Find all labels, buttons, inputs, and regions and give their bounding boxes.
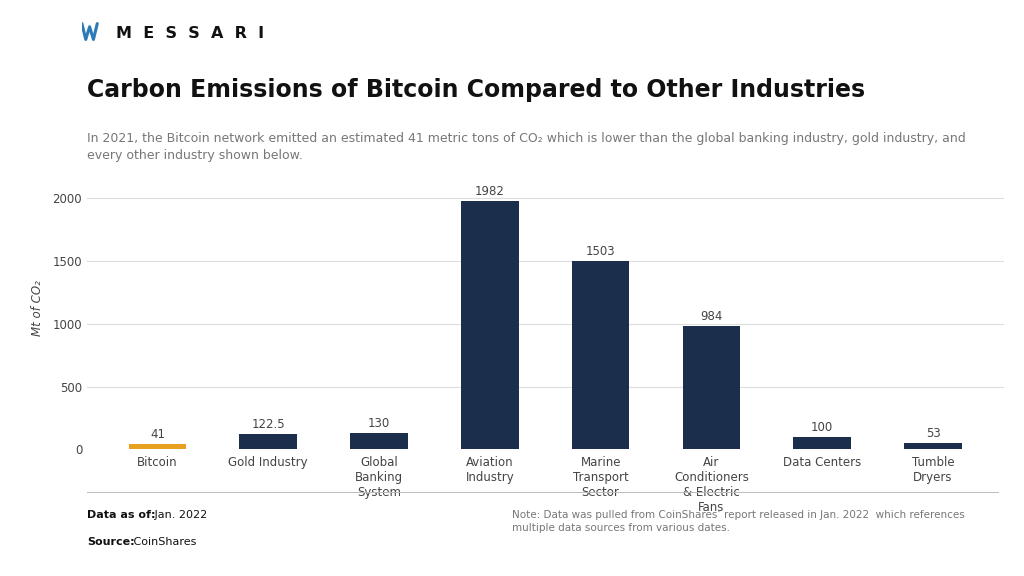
Text: 122.5: 122.5 <box>252 418 285 431</box>
Text: CoinShares: CoinShares <box>130 537 197 547</box>
Text: Jan. 2022: Jan. 2022 <box>151 510 207 520</box>
Text: M  E  S  S  A  R  I: M E S S A R I <box>116 26 264 41</box>
Bar <box>571 261 630 449</box>
Text: 1982: 1982 <box>475 185 505 198</box>
Text: 984: 984 <box>700 310 723 323</box>
Text: Carbon Emissions of Bitcoin Compared to Other Industries: Carbon Emissions of Bitcoin Compared to … <box>87 78 865 102</box>
Text: 100: 100 <box>811 421 834 434</box>
Text: Source:: Source: <box>87 537 135 547</box>
Bar <box>904 442 962 449</box>
Bar <box>461 200 519 449</box>
Text: 130: 130 <box>368 417 390 430</box>
Text: In 2021, the Bitcoin network emitted an estimated 41 metric tons of CO₂ which is: In 2021, the Bitcoin network emitted an … <box>87 132 966 162</box>
Bar <box>794 437 851 449</box>
Bar <box>350 433 408 449</box>
Text: 53: 53 <box>926 427 940 440</box>
Bar <box>683 326 740 449</box>
Text: Data as of:: Data as of: <box>87 510 156 520</box>
Text: 41: 41 <box>150 429 165 441</box>
Y-axis label: Mt of CO₂: Mt of CO₂ <box>31 280 44 336</box>
Bar <box>129 444 186 449</box>
Bar <box>240 434 297 449</box>
Text: 1503: 1503 <box>586 245 615 258</box>
Text: Note: Data was pulled from CoinShares’ report released in Jan. 2022  which refer: Note: Data was pulled from CoinShares’ r… <box>512 510 965 533</box>
